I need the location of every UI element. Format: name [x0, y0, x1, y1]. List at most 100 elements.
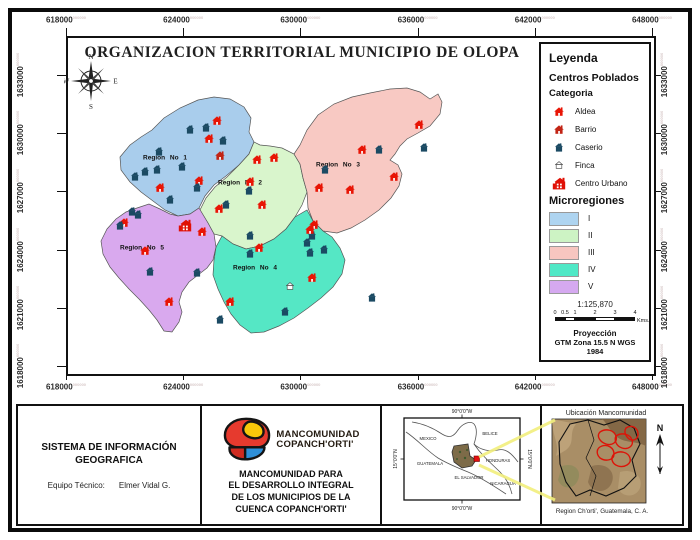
projection-label: Proyección — [573, 329, 617, 338]
caserio-marker-icon — [193, 183, 201, 192]
sheet-border: 618000000000 618000000000 624000000000 6240… — [8, 8, 692, 532]
finca-marker-icon — [285, 282, 295, 290]
compass-rose-icon: N S W E — [64, 53, 118, 110]
region-label: Region No 4 — [233, 264, 277, 272]
caserio-marker-icon — [216, 315, 224, 324]
caserio-marker-icon — [193, 268, 201, 277]
axis-label-y-left: 1624000000000 — [15, 227, 25, 272]
axis-tick — [57, 133, 66, 135]
region-label: Region No 3 — [316, 161, 360, 169]
caserio-marker-icon — [246, 231, 254, 240]
caserio-marker-icon — [320, 245, 328, 254]
locator-right-coordinate: 15°0'0"N — [526, 449, 532, 469]
legend-swatch-row: IV — [549, 261, 641, 278]
country-label-mexico: MEXICO — [420, 436, 438, 441]
caserio-marker-icon — [222, 200, 230, 209]
locator-top-coordinate: 90°0'0"W — [452, 409, 473, 415]
axis-tick — [300, 372, 302, 380]
aldea-marker-icon — [357, 145, 367, 154]
microregion-3-swatch — [549, 245, 579, 260]
caserio-marker-icon — [134, 210, 142, 219]
aldea-marker-icon — [269, 153, 279, 162]
aldea-marker-icon — [155, 183, 165, 192]
aldea-marker-icon — [214, 204, 224, 213]
caserio-marker-icon — [155, 147, 163, 156]
country-label-guatemala: GUATEMALA — [417, 461, 443, 466]
aldea-marker-icon — [164, 297, 174, 306]
locator-bottom-coordinate: 90°0'0"W — [452, 506, 473, 512]
axis-tick — [57, 191, 66, 193]
compass-s-label: S — [89, 103, 93, 110]
team-label: Equipo Técnico: — [47, 480, 105, 490]
aldea-marker-icon — [307, 273, 317, 282]
aldea-marker-icon — [194, 176, 204, 185]
legend-item-caserio: Caserio — [549, 138, 641, 156]
country-label-belice: BELICE — [482, 431, 497, 436]
logo-wordmark-line1: MANCOMUNIDAD — [276, 428, 360, 440]
country-label-nicaragua: NICARAGUA — [490, 481, 516, 486]
aldea-marker-icon — [314, 183, 324, 192]
axis-tick — [66, 372, 67, 380]
axis-tick — [652, 307, 661, 309]
axis-tick — [534, 372, 536, 380]
aldea-marker-icon — [245, 177, 255, 186]
caserio-marker-icon — [375, 145, 383, 154]
compass-n-label: N — [88, 53, 93, 61]
axis-label-x-top: 642000000000 — [514, 15, 555, 25]
region-polygon-region-no-1 — [119, 96, 255, 217]
legend-title: Leyenda — [549, 51, 598, 65]
caserio-icon — [549, 142, 569, 152]
legend-item-label: Centro Urbano — [575, 178, 628, 188]
microregion-5-swatch — [549, 279, 579, 294]
axis-tick — [300, 28, 302, 36]
mancomunidad-panel: MANCOMUNIDAD COPANCH'ORTI' MANCOMUNIDAD … — [202, 406, 382, 524]
country-label-honduras: HONDURAS — [486, 458, 511, 463]
region-label: Region No 1 — [143, 154, 187, 162]
caserio-marker-icon — [153, 165, 161, 174]
locator-left-coordinate: 15°0'0"N — [393, 449, 399, 469]
legend-item-label: Aldea — [575, 106, 596, 116]
country-label-el-salvador: EL SALVADOR — [454, 475, 483, 480]
axis-tick — [652, 249, 661, 251]
map-title: ORGANIZACION TERRITORIAL MUNICIPIO DE OL… — [84, 44, 520, 61]
axis-label-x-top: 636000000000 — [397, 15, 438, 25]
legend-swatch-row: I — [549, 210, 641, 227]
ubicacion-title: Ubicación Mancomunidad — [566, 410, 647, 417]
axis-label-x-bottom: 630000000000 — [280, 382, 321, 392]
axis-tick — [534, 28, 536, 36]
logo-wordmark-line2: COPANCH'ORTI' — [276, 438, 354, 450]
axis-label-x-bottom: 636000000000 — [397, 382, 438, 392]
caserio-marker-icon — [131, 172, 139, 181]
axis-label-x-bottom: 618000000000 — [45, 382, 87, 392]
centro-urbano-icon — [549, 177, 569, 190]
compass-w-label: W — [64, 78, 70, 86]
axis-tick — [57, 75, 66, 76]
caserio-marker-icon — [166, 195, 174, 204]
sig-title: SISTEMA DE INFORMACIÓN GEOGRAFICA — [41, 441, 177, 466]
axis-tick — [183, 372, 185, 380]
axis-label-y-left: 1618000000000 — [15, 343, 25, 389]
aldea-marker-icon — [212, 116, 222, 125]
barrio-icon — [549, 124, 569, 134]
footer-strip: SISTEMA DE INFORMACIÓN GEOGRAFICA Equipo… — [16, 404, 684, 526]
region-polygon-region-no-5 — [100, 203, 217, 333]
axis-label-x-bottom: 642000000000 — [514, 382, 555, 392]
aldea-marker-icon — [254, 243, 264, 252]
legend-item-barrio: Barrio — [549, 120, 641, 138]
legend-swatch-row: III — [549, 244, 641, 261]
north-arrow-icon — [656, 434, 664, 446]
legend-microregions-label: Microregiones — [549, 195, 625, 207]
region-label: Region No 2 — [218, 179, 262, 187]
axis-tick — [652, 133, 661, 135]
aldea-marker-icon — [414, 120, 424, 129]
team-value: Elmer Vidal G. — [118, 480, 171, 490]
axis-label-x-bottom: 624000000000 — [163, 382, 204, 392]
caserio-marker-icon — [321, 165, 329, 174]
caserio-marker-icon — [186, 125, 194, 134]
axis-tick — [66, 28, 67, 36]
legend-item-label: Caserio — [575, 142, 603, 152]
axis-label-y-left: 1621000000000 — [15, 285, 25, 331]
legend-category-label: Categoria — [549, 88, 593, 99]
axis-tick — [652, 191, 661, 193]
